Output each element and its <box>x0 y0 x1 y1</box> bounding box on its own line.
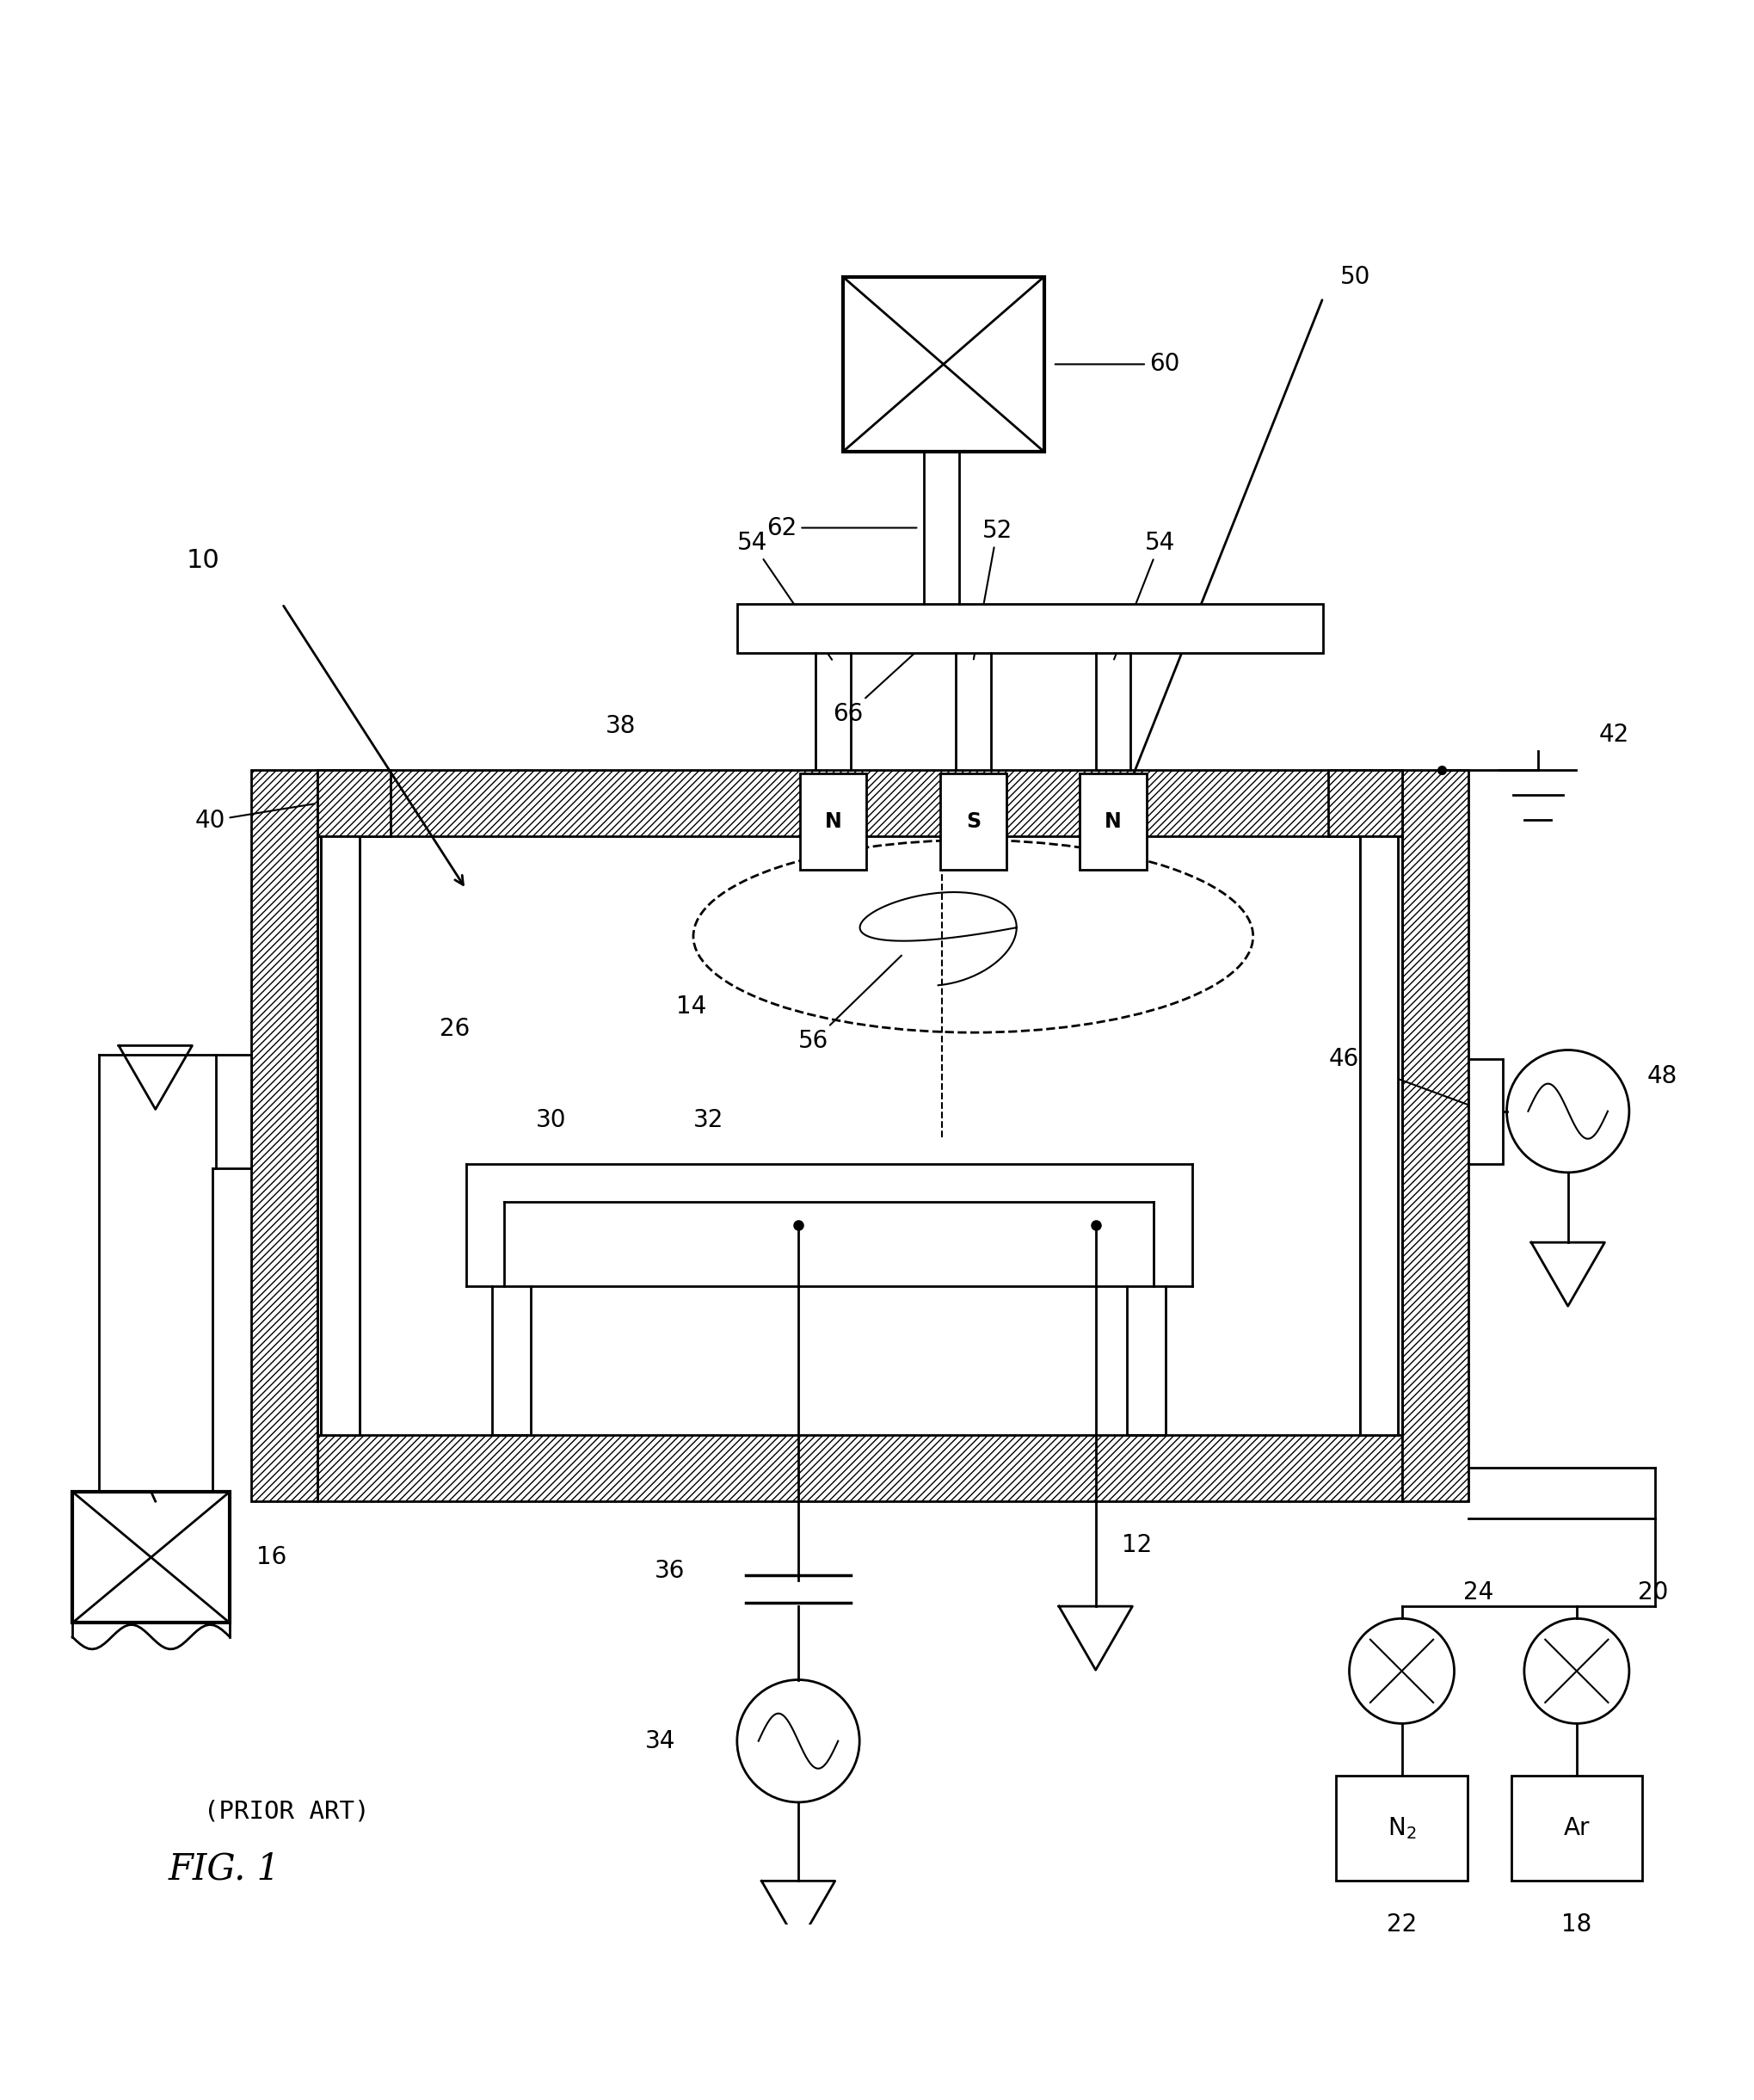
Bar <box>317 771 391 836</box>
Text: 66: 66 <box>833 630 940 727</box>
Bar <box>844 277 1044 451</box>
Bar <box>1359 836 1398 1434</box>
Text: 30: 30 <box>537 1109 567 1132</box>
Bar <box>321 836 360 1434</box>
Text: 52: 52 <box>973 519 1012 659</box>
Text: 26: 26 <box>440 1016 470 1042</box>
Text: N: N <box>824 811 842 832</box>
Bar <box>1328 771 1401 836</box>
Text: 48: 48 <box>1647 1065 1677 1088</box>
Bar <box>317 836 1401 1434</box>
Text: FIG. 1: FIG. 1 <box>168 1850 281 1886</box>
Bar <box>251 771 317 1502</box>
Text: 16: 16 <box>256 1546 286 1569</box>
Bar <box>1337 1777 1468 1882</box>
Text: Ar: Ar <box>1563 1816 1589 1840</box>
Bar <box>317 771 1401 836</box>
Text: 36: 36 <box>654 1560 684 1583</box>
Text: N: N <box>1105 811 1121 832</box>
Text: 10: 10 <box>186 548 219 573</box>
Bar <box>317 1434 1401 1502</box>
Bar <box>317 771 1401 836</box>
Bar <box>321 836 360 1434</box>
Bar <box>1359 836 1398 1434</box>
Bar <box>1080 773 1147 869</box>
Text: N$_2$: N$_2$ <box>1387 1816 1415 1842</box>
Text: 38: 38 <box>605 714 637 739</box>
Text: 62: 62 <box>766 517 917 540</box>
Text: S: S <box>966 811 980 832</box>
Bar <box>737 605 1323 653</box>
Bar <box>1359 836 1398 1434</box>
Text: 54: 54 <box>1114 531 1175 659</box>
Text: 60: 60 <box>1056 353 1179 376</box>
Text: 22: 22 <box>1387 1913 1417 1936</box>
Text: 42: 42 <box>1600 722 1629 748</box>
Bar <box>72 1491 230 1623</box>
Text: 24: 24 <box>1463 1581 1493 1604</box>
Text: 18: 18 <box>1561 1913 1593 1936</box>
Text: 12: 12 <box>1123 1533 1152 1556</box>
Bar <box>251 771 317 1502</box>
Bar <box>940 773 1007 869</box>
Text: 40: 40 <box>195 804 316 834</box>
Bar <box>216 1054 251 1168</box>
Bar <box>1512 1777 1642 1882</box>
Text: 14: 14 <box>675 993 707 1018</box>
Text: (PRIOR ART): (PRIOR ART) <box>203 1800 368 1823</box>
Bar <box>1401 771 1468 1502</box>
Text: 32: 32 <box>693 1109 724 1132</box>
Bar <box>321 836 360 1434</box>
Text: 20: 20 <box>1638 1581 1668 1604</box>
Text: 50: 50 <box>1340 265 1372 290</box>
Bar <box>1328 771 1401 836</box>
Text: 34: 34 <box>645 1728 675 1753</box>
Bar <box>317 1434 1401 1502</box>
Bar <box>1468 1058 1503 1163</box>
Bar <box>800 773 866 869</box>
Text: 54: 54 <box>737 531 831 659</box>
Bar <box>1401 771 1468 1502</box>
Text: 56: 56 <box>798 955 902 1054</box>
Bar <box>317 771 391 836</box>
Text: 46: 46 <box>1328 1046 1484 1111</box>
